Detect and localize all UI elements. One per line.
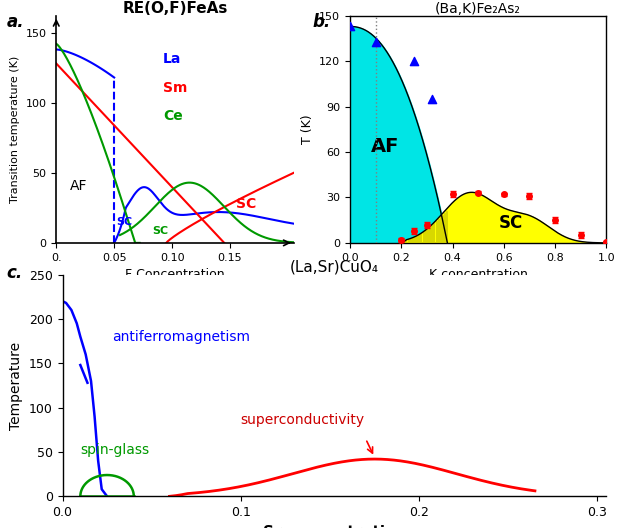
Y-axis label: Transition temperature (K): Transition temperature (K) <box>10 56 20 203</box>
X-axis label: K concentration: K concentration <box>429 268 528 281</box>
Point <box>371 37 381 46</box>
Y-axis label: T (K): T (K) <box>301 115 314 144</box>
Text: antiferromagnetism: antiferromagnetism <box>112 330 251 344</box>
Text: spin-glass: spin-glass <box>81 443 149 457</box>
Text: superconductivity: superconductivity <box>241 412 365 427</box>
Title: (Ba,K)Fe₂As₂: (Ba,K)Fe₂As₂ <box>435 2 521 16</box>
X-axis label: F Concentration: F Concentration <box>125 268 225 281</box>
Point <box>345 22 355 31</box>
Text: Ce: Ce <box>163 109 182 122</box>
Text: Sm: Sm <box>163 81 188 95</box>
Text: La: La <box>163 52 181 67</box>
Text: AF: AF <box>371 137 399 156</box>
Text: b.: b. <box>312 13 331 31</box>
Point <box>427 95 437 103</box>
Text: a.: a. <box>6 13 24 31</box>
Text: AF: AF <box>70 178 88 193</box>
Text: SC: SC <box>499 214 523 232</box>
Y-axis label: Temperature: Temperature <box>9 342 23 429</box>
Text: SC: SC <box>236 197 256 211</box>
Text: SC: SC <box>152 227 169 237</box>
Title: RE(O,F)FeAs: RE(O,F)FeAs <box>122 1 228 16</box>
Text: c.: c. <box>6 264 22 282</box>
X-axis label: Sr concentration: Sr concentration <box>262 525 406 528</box>
Title: (La,Sr)CuO₄: (La,Sr)CuO₄ <box>290 260 379 275</box>
Point <box>409 57 419 65</box>
Text: SC: SC <box>116 216 132 227</box>
